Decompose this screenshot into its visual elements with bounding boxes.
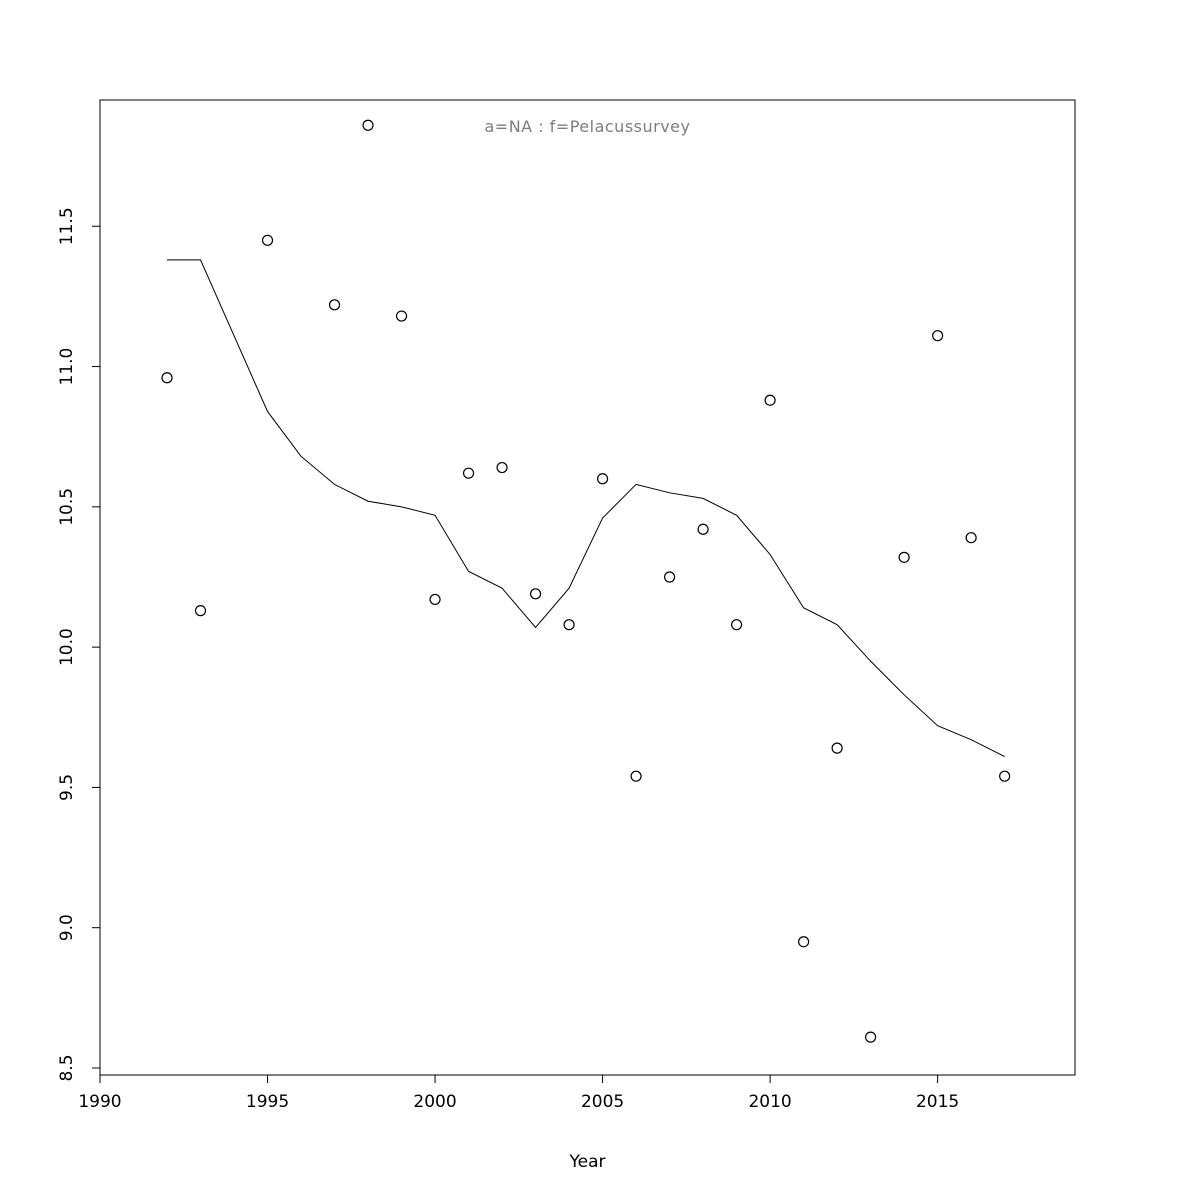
data-point [798, 936, 810, 948]
chart-title: a=NA : f=Pelacussurvey [484, 117, 691, 136]
y-tick-label: 9.0 [57, 914, 77, 941]
trend-line [167, 259, 1005, 757]
data-point [161, 372, 173, 384]
y-tick-label: 10.5 [57, 488, 77, 526]
data-point [764, 394, 776, 406]
data-point [730, 619, 743, 631]
data-point [563, 619, 575, 631]
x-tick-label: 2010 [748, 1092, 791, 1112]
x-axis-label: Year [569, 1152, 606, 1172]
data-point [831, 742, 843, 754]
x-tick-label: 1995 [246, 1092, 289, 1112]
y-tick-label: 8.5 [57, 1054, 77, 1081]
data-point [999, 770, 1011, 782]
x-tick-label: 2015 [916, 1092, 959, 1112]
data-point [362, 119, 374, 131]
plot-border [99, 99, 1076, 1076]
x-tick-label: 1990 [78, 1092, 121, 1112]
data-point [261, 234, 274, 246]
data-point [395, 310, 408, 322]
data-point [630, 770, 642, 782]
data-point [462, 467, 475, 479]
data-point [932, 330, 944, 342]
y-tick-label: 11.0 [57, 348, 77, 386]
data-point [697, 523, 709, 535]
data-point [496, 461, 508, 474]
data-point [529, 588, 542, 600]
x-tick-label: 2005 [581, 1092, 624, 1112]
y-tick-label: 10.0 [57, 628, 77, 666]
y-tick-label: 11.5 [57, 207, 77, 245]
data-point [663, 571, 676, 583]
data-point [898, 551, 910, 563]
data-point [194, 605, 207, 617]
x-tick-label: 2000 [413, 1092, 456, 1112]
data-point [429, 593, 441, 606]
data-point [328, 299, 341, 311]
y-tick-label: 9.5 [57, 774, 77, 801]
data-point [965, 532, 977, 544]
data-point [596, 473, 609, 485]
data-point [865, 1031, 877, 1043]
